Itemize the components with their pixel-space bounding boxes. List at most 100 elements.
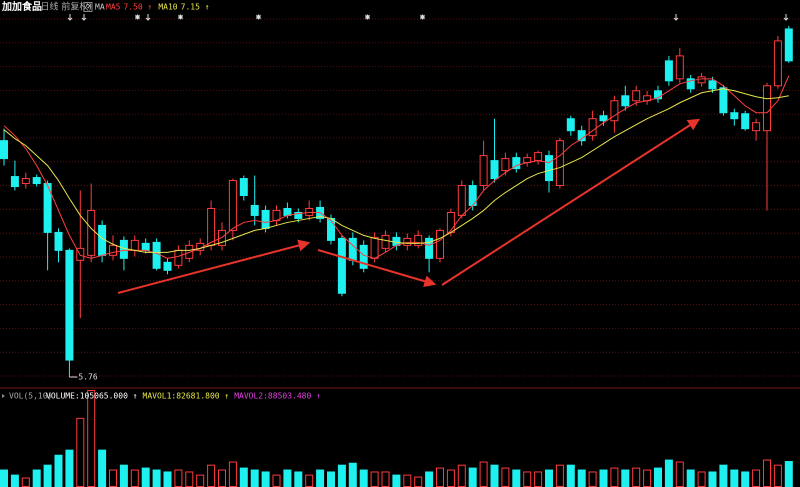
- event-marker: [67, 14, 87, 21]
- candle-body: [697, 76, 706, 84]
- volume-bar: [588, 471, 597, 487]
- volume-bar: [468, 467, 477, 487]
- volume-bar: [98, 449, 107, 487]
- candle-body: [392, 236, 401, 246]
- header: 加加食品 (日线 前复权) MA: [1, 0, 105, 13]
- legend-name: MA10: [158, 3, 177, 12]
- ma-line: [3, 88, 789, 253]
- volume-bar: [0, 469, 8, 487]
- volume-bar: [207, 464, 216, 487]
- volume-bar: [218, 469, 226, 487]
- volume-bar: [457, 464, 466, 487]
- trend-arrow: [441, 118, 701, 286]
- candle-body: [414, 234, 423, 246]
- candle-body: [490, 160, 499, 180]
- candle-body: [0, 140, 8, 160]
- candle-body: [65, 249, 74, 361]
- candle-body: [610, 100, 619, 122]
- volume-bar: [545, 469, 553, 487]
- volume-bar: [348, 462, 357, 487]
- grid: [0, 18, 800, 377]
- volume-bar: [566, 464, 575, 487]
- volume-bar: [686, 469, 695, 487]
- volume-bar: [196, 474, 205, 487]
- volume-bar: [185, 471, 194, 487]
- candle-body: [359, 244, 368, 269]
- candle-body: [730, 112, 739, 120]
- volume-bar: [130, 469, 139, 487]
- volume-bar: [228, 461, 237, 487]
- volume-bar: [501, 467, 510, 487]
- volume-bar: [534, 471, 543, 487]
- volume-bar: [523, 471, 532, 487]
- candle-body: [98, 224, 107, 256]
- volume-readout: MAVOL1:82681.800 ↑: [143, 392, 230, 401]
- volume-bar: [730, 469, 739, 487]
- candle-body: [555, 140, 564, 187]
- volume-bar: [719, 464, 728, 487]
- collapse-icon[interactable]: [2, 394, 5, 398]
- candle-body: [664, 60, 673, 82]
- volume-bar: [479, 461, 488, 487]
- candle-body: [446, 211, 455, 233]
- volume-bar: [109, 469, 117, 487]
- volume-bar: [512, 469, 521, 487]
- candle-body: [566, 118, 575, 132]
- volume-bar: [697, 471, 706, 487]
- volume-bar: [490, 464, 499, 487]
- event-marker: [673, 14, 789, 21]
- volume-bar: [555, 464, 564, 487]
- volume-bar: [43, 464, 52, 487]
- candle-body: [207, 207, 216, 246]
- candle-body: [337, 237, 346, 294]
- candle-body: [141, 242, 150, 251]
- candle-body: [370, 236, 379, 259]
- trend-arrow: [317, 249, 437, 288]
- help-icon[interactable]: [83, 2, 93, 12]
- volume-bar: [664, 459, 673, 487]
- candle-body: [43, 183, 52, 233]
- volume-bar: [577, 469, 586, 487]
- volume-bar: [773, 464, 782, 487]
- volume-bar: [65, 449, 74, 487]
- volume-bar: [621, 469, 630, 487]
- candle-body: [436, 229, 444, 259]
- low-label: 5.76: [78, 373, 97, 382]
- candle-body: [130, 239, 139, 251]
- volume-bar: [239, 467, 248, 487]
- volume-bars: [0, 389, 793, 487]
- volume-bar: [261, 471, 270, 487]
- event-marker: [420, 14, 425, 20]
- candle-body: [599, 115, 608, 122]
- volume-bar: [54, 454, 63, 487]
- legend-name: MA5: [106, 3, 121, 12]
- volume-bar: [784, 461, 793, 487]
- indicator-tag: MA: [95, 3, 105, 12]
- trend-arrow: [117, 239, 311, 294]
- volume-bar: [392, 474, 401, 487]
- volume-bar: [141, 467, 150, 487]
- candle-body: [239, 178, 248, 197]
- volume-bar: [599, 469, 608, 487]
- candle-body: [152, 241, 161, 269]
- candle-body: [327, 217, 335, 241]
- candle-body: [741, 113, 750, 130]
- volume-title: VOL(5,10): [9, 392, 52, 401]
- candle-body: [119, 239, 128, 259]
- candle-body: [163, 261, 172, 271]
- candle-body: [534, 152, 543, 162]
- volume-bar: [436, 467, 444, 487]
- volume-bar: [752, 469, 761, 487]
- candle-body: [54, 231, 63, 251]
- volume-bar: [174, 469, 183, 487]
- volume-bar: [370, 471, 379, 487]
- volume-bar: [425, 471, 434, 487]
- candle-body: [250, 204, 259, 216]
- event-markers: [67, 14, 789, 21]
- candle-body: [21, 178, 30, 185]
- candle-body: [348, 237, 357, 261]
- candle-body: [545, 155, 553, 182]
- volume-bar: [741, 471, 750, 487]
- candle-body: [261, 209, 270, 229]
